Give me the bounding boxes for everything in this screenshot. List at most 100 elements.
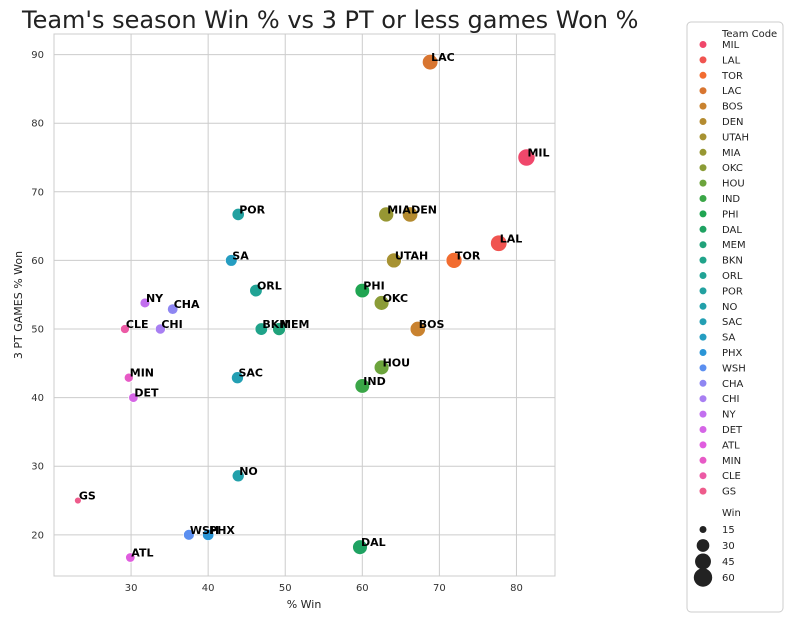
y-tick-label: 50	[31, 325, 44, 336]
legend-label-det: DET	[722, 425, 743, 436]
legend-label-tor: TOR	[721, 71, 743, 82]
point-label-hou: HOU	[383, 356, 411, 369]
point-label-mem: MEM	[280, 318, 309, 331]
point-mem	[272, 322, 287, 336]
legend-label-por: POR	[722, 286, 743, 297]
legend-label-wsh: WSH	[722, 363, 746, 374]
legend-size-label: 15	[722, 525, 735, 536]
legend-marker-mem	[699, 241, 707, 249]
legend-marker-chi	[699, 395, 707, 403]
point-label-wsh: WSH	[190, 524, 219, 537]
point-label-lac: LAC	[431, 51, 455, 64]
point-cha	[166, 303, 179, 315]
legend-marker-phi	[699, 210, 707, 218]
x-tick-label: 50	[279, 583, 292, 594]
legend-size-marker	[695, 553, 711, 570]
legend-marker-no	[699, 302, 707, 310]
point-ind	[354, 378, 371, 394]
legend-marker-utah	[699, 133, 707, 141]
point-atl	[125, 552, 136, 563]
legend-marker-ny	[699, 410, 707, 418]
x-tick-label: 70	[433, 583, 446, 594]
legend-size-marker	[693, 568, 713, 587]
point-mia	[378, 206, 395, 223]
y-tick-label: 70	[31, 187, 44, 198]
legend-box	[686, 21, 784, 613]
point-okc	[373, 295, 390, 311]
legend-label-mem: MEM	[722, 240, 746, 251]
legend-size-marker	[696, 539, 710, 552]
y-tick-label: 80	[31, 119, 44, 130]
point-orl	[249, 283, 263, 298]
legend-label-atl: ATL	[722, 440, 740, 451]
point-lal	[490, 234, 508, 252]
legend-label-dal: DAL	[722, 225, 742, 236]
point-label-tor: TOR	[455, 249, 481, 262]
point-label-orl: ORL	[257, 280, 282, 293]
legend-label-lac: LAC	[722, 86, 741, 97]
point-label-dal: DAL	[361, 536, 386, 549]
y-tick-label: 90	[31, 50, 44, 61]
chart-title: Team's season Win % vs 3 PT or less game…	[21, 6, 638, 34]
legend-marker-lal	[699, 56, 707, 64]
point-label-chi: CHI	[161, 318, 182, 331]
legend-label-no: NO	[722, 302, 737, 313]
point-den	[401, 206, 419, 223]
point-label-utah: UTAH	[395, 249, 428, 262]
legend-label-gs: GS	[722, 487, 736, 498]
point-label-mil: MIL	[527, 146, 549, 159]
legend-label-okc: OKC	[722, 163, 743, 174]
legend-label-bkn: BKN	[722, 256, 743, 267]
point-label-cha: CHA	[174, 298, 200, 311]
y-tick-labels: 20 30 40 50 60 70 80 90	[31, 50, 44, 541]
legend-team-entries: MIL LAL TOR LAC BOS DEN UTAH MIA OKC HOU IND PHI DAL…	[699, 40, 749, 498]
legend-marker-bkn	[699, 256, 707, 264]
legend-marker-atl	[699, 441, 707, 449]
x-tick-label: 40	[202, 583, 215, 594]
legend-hue-title: Team Code	[721, 29, 777, 40]
legend-size-label: 30	[722, 541, 735, 552]
point-label-no: NO	[239, 465, 258, 478]
y-tick-label: 40	[31, 393, 44, 404]
legend-label-sac: SAC	[722, 317, 742, 328]
point-bkn	[254, 322, 269, 336]
legend: Team Code MIL LAL TOR LAC BOS DEN UTAH MIA OKC HO…	[686, 21, 784, 613]
point-tor	[445, 251, 463, 269]
legend-size-entries: 15 30 45 60	[693, 525, 735, 587]
y-tick-label: 20	[31, 530, 44, 541]
point-label-okc: OKC	[383, 292, 408, 305]
legend-label-den: DEN	[722, 117, 744, 128]
legend-marker-mia	[699, 148, 707, 156]
legend-marker-sa	[699, 333, 707, 341]
legend-size-title: Win	[722, 508, 741, 519]
legend-label-hou: HOU	[722, 179, 745, 190]
x-tick-label: 60	[356, 583, 369, 594]
point-label-den: DEN	[411, 203, 437, 216]
legend-label-utah: UTAH	[722, 132, 749, 143]
point-utah	[385, 252, 402, 269]
legend-label-lal: LAL	[722, 55, 741, 66]
point-min	[123, 372, 134, 383]
legend-marker-den	[699, 118, 707, 125]
plot-area	[53, 33, 556, 577]
point-hou	[373, 359, 390, 376]
legend-marker-min	[699, 456, 707, 464]
point-label-bos: BOS	[419, 318, 445, 331]
point-label-cle: CLE	[126, 318, 149, 331]
legend-label-ny: NY	[722, 410, 736, 421]
legend-marker-ind	[699, 195, 707, 202]
legend-label-min: MIN	[722, 456, 741, 467]
legend-label-cha: CHA	[722, 379, 744, 390]
point-det	[128, 392, 139, 403]
point-sac	[230, 371, 244, 385]
point-label-bkn: BKN	[262, 318, 288, 331]
legend-label-chi: CHI	[722, 394, 739, 405]
point-por	[231, 207, 245, 222]
point-no	[231, 469, 245, 483]
legend-marker-phx	[699, 349, 707, 356]
point-chi	[154, 323, 166, 335]
legend-marker-cha	[699, 379, 707, 387]
point-label-sa: SA	[232, 249, 249, 262]
point-gs	[74, 496, 82, 505]
